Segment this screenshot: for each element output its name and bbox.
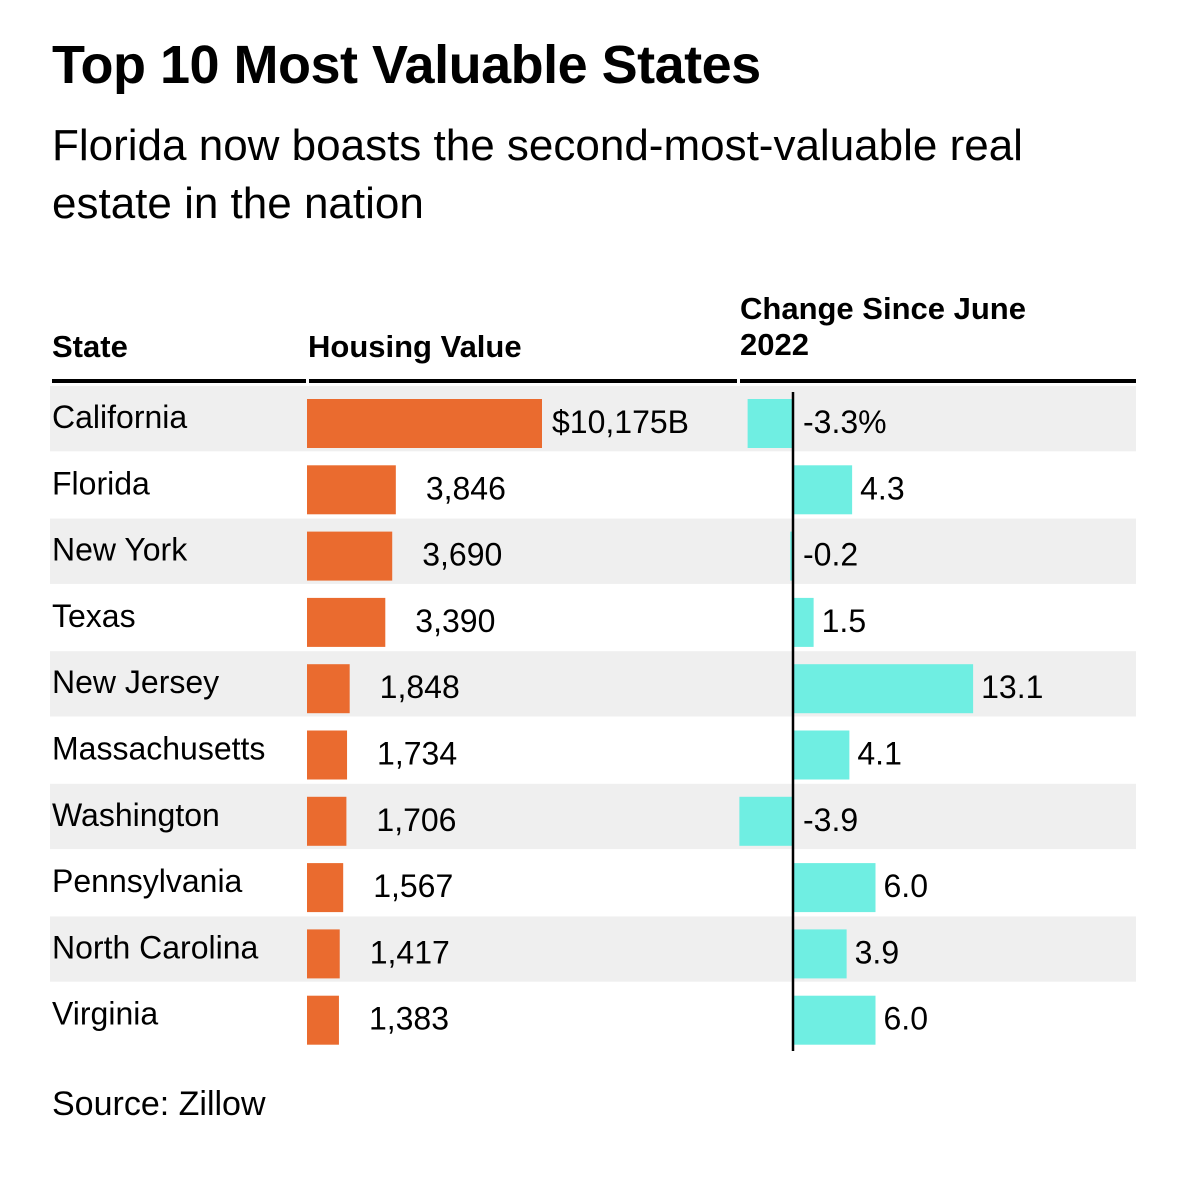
state-label: Pennsylvania [52, 863, 243, 899]
housing-value-bar [307, 730, 348, 780]
row-stripe [50, 386, 1136, 452]
header-rule-value [309, 379, 737, 383]
change-label: 13.1 [981, 669, 1043, 705]
change-label: 3.9 [855, 934, 899, 970]
source-note: Source: Zillow [52, 1085, 266, 1123]
column-header-housing-value: Housing Value [308, 329, 522, 364]
change-label: 4.1 [857, 736, 901, 772]
change-bar [793, 664, 974, 714]
change-label: -0.2 [803, 537, 858, 573]
housing-value-label: 1,706 [376, 802, 456, 838]
state-label: New Jersey [52, 664, 219, 700]
housing-value-label: 1,383 [369, 1001, 449, 1037]
housing-value-bar [307, 399, 542, 448]
housing-value-bar [307, 531, 393, 581]
housing-value-bar [307, 995, 339, 1045]
header-rule-change [740, 379, 1136, 383]
housing-value-bar [307, 465, 396, 515]
column-header-change: Change Since June 2022 [740, 291, 1026, 362]
housing-value-label: $10,175B [552, 404, 689, 440]
state-label: Massachusetts [52, 731, 265, 767]
state-label: Texas [52, 598, 136, 634]
change-bar [793, 929, 847, 979]
state-label: Washington [52, 797, 220, 833]
housing-value-bar [307, 664, 350, 714]
row-stripe [50, 916, 1136, 982]
state-label: California [52, 399, 187, 435]
housing-value-label: 1,848 [380, 669, 460, 705]
row-stripe [50, 783, 1136, 850]
state-label: Florida [52, 465, 150, 501]
change-bar [793, 465, 853, 515]
change-label: -3.3% [803, 404, 887, 440]
housing-value-bar [307, 863, 344, 913]
housing-value-label: 1,734 [377, 736, 457, 772]
change-label: 6.0 [884, 868, 928, 904]
change-bar [793, 863, 876, 913]
housing-value-bar [307, 597, 386, 647]
change-bar [747, 399, 793, 448]
housing-value-bar [307, 796, 347, 846]
row-stripe [50, 518, 1136, 584]
state-label: North Carolina [52, 929, 259, 965]
change-bar [793, 995, 876, 1045]
change-bar [739, 796, 793, 846]
change-bar [793, 597, 814, 647]
change-label: 1.5 [822, 603, 866, 639]
housing-value-label: 3,846 [426, 470, 506, 506]
housing-value-label: 1,567 [373, 868, 453, 904]
chart-subtitle: Florida now boasts the second-most-valua… [52, 121, 1023, 228]
change-label: -3.9 [803, 802, 858, 838]
header-rule-state [52, 379, 306, 383]
housing-value-label: 1,417 [370, 934, 450, 970]
housing-value-label: 3,690 [422, 537, 502, 573]
chart-title: Top 10 Most Valuable States [52, 35, 761, 95]
column-header-state: State [52, 329, 128, 364]
change-bar [790, 531, 793, 581]
state-label: Virginia [52, 996, 158, 1032]
change-bar [793, 730, 850, 780]
change-label: 6.0 [884, 1001, 928, 1037]
housing-value-bar [307, 929, 340, 979]
housing-value-label: 3,390 [415, 603, 495, 639]
change-label: 4.3 [860, 470, 904, 506]
state-label: New York [52, 532, 188, 568]
